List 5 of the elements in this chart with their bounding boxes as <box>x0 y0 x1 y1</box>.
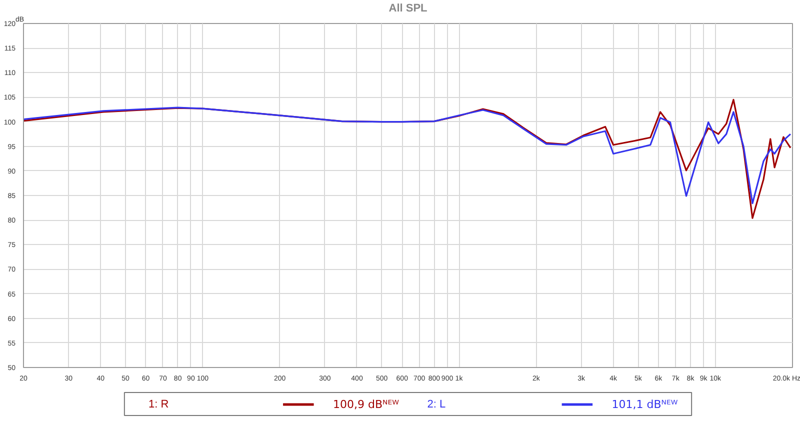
text: 101,1 dBᴺᴱᵂ <box>612 398 678 411</box>
text: 100,9 dBᴺᴱᵂ <box>333 398 400 411</box>
chart-title: All SPL <box>388 2 428 14</box>
text: 2: L <box>427 398 446 410</box>
text: 1: R <box>148 398 169 410</box>
